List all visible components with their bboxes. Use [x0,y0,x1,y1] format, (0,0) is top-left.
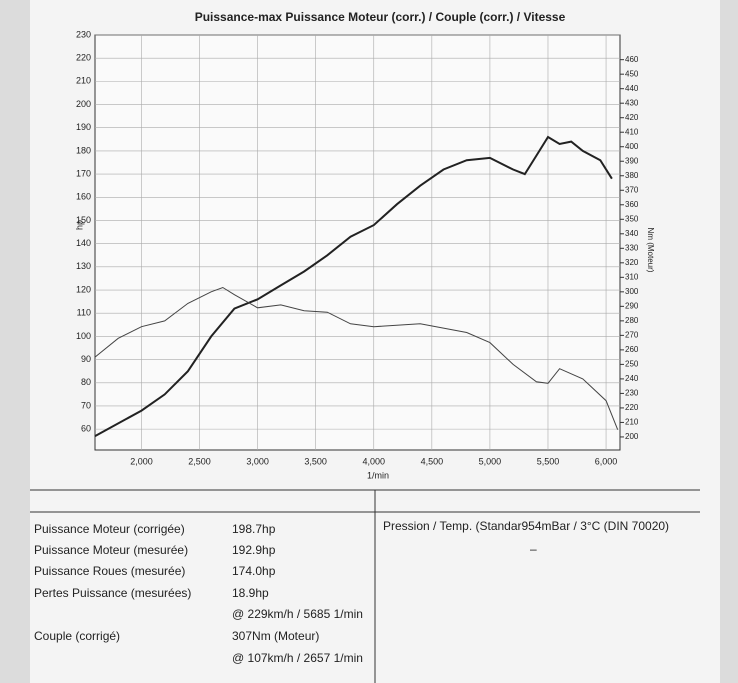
y2-tick-label: 440 [625,84,639,93]
y2-tick-label: 390 [625,156,639,165]
y2-tick-label: 200 [625,432,639,441]
result-value: 192.9hp [232,543,276,557]
pressure-label: Pression / Temp. (Standar954mBar / 3°C (… [383,519,669,533]
y-axis-label: hp [74,220,84,230]
y2-tick-label: 460 [625,55,639,64]
result-value: 307Nm (Moteur) [232,629,319,643]
y2-tick-label: 430 [625,98,639,107]
x-tick-label: 3,000 [246,456,269,466]
x-tick-label: 5,000 [479,456,502,466]
y2-tick-label: 290 [625,301,639,310]
y2-tick-label: 350 [625,214,639,223]
y-tick-label: 140 [76,238,91,248]
y-tick-label: 110 [77,308,91,318]
y-tick-label: 190 [76,122,91,132]
result-label: Couple (corrigé) [34,629,120,643]
result-label: Puissance Moteur (mesurée) [34,543,188,557]
result-label: Puissance Moteur (corrigée) [34,522,185,536]
x-tick-label: 4,000 [362,456,385,466]
curve [94,286,619,430]
x-axis-label: 1/min [367,470,389,480]
y2-tick-label: 220 [625,403,639,412]
y-tick-label: 70 [81,400,91,410]
y2-tick-label: 320 [625,258,639,267]
y2-tick-label: 360 [625,200,639,209]
y2-tick-label: 340 [625,229,639,238]
y2-tick-label: 410 [625,127,639,136]
y-tick-label: 200 [76,99,91,109]
y-tick-label: 160 [76,192,91,202]
result-value: 174.0hp [232,564,276,578]
result-label: Pertes Puissance (mesurées) [34,586,191,600]
y2-tick-label: 330 [625,243,639,252]
y2-tick-label: 250 [625,359,639,368]
y2-tick-label: 280 [625,316,639,325]
result-value: @ 107km/h / 2657 1/min [232,651,363,665]
y-tick-label: 210 [76,76,91,86]
y-tick-label: 60 [81,424,91,434]
y-tick-label: 170 [76,168,91,178]
y-tick-label: 120 [76,284,91,294]
y-tick-label: 150 [76,215,91,225]
y-tick-label: 80 [81,377,91,387]
x-tick-label: 4,500 [421,456,444,466]
result-value: 18.9hp [232,586,269,600]
y-tick-label: 90 [81,354,91,364]
x-tick-label: 2,500 [188,456,211,466]
y2-tick-label: 240 [625,374,639,383]
y-tick-label: 180 [76,145,91,155]
y2-axis-label: Nm (Moteur) [646,228,655,273]
x-tick-label: 5,500 [537,456,560,466]
x-tick-label: 2,000 [130,456,153,466]
y2-tick-label: 380 [625,171,639,180]
y2-tick-label: 420 [625,113,639,122]
result-label: Puissance Roues (mesurée) [34,564,185,578]
y2-tick-label: 450 [625,69,639,78]
x-tick-label: 3,500 [304,456,327,466]
curve [94,135,613,437]
pressure-value: – [530,542,537,556]
y-tick-label: 130 [76,261,91,271]
chart-title: Puissance-max Puissance Moteur (corr.) /… [195,10,566,24]
y2-tick-label: 370 [625,185,639,194]
y-tick-label: 100 [76,331,91,341]
plot-area [94,34,621,451]
y2-tick-label: 270 [625,330,639,339]
y2-tick-label: 260 [625,345,639,354]
y2-tick-label: 400 [625,142,639,151]
result-value: 198.7hp [232,522,276,536]
y2-tick-label: 230 [625,389,639,398]
y2-tick-label: 310 [625,272,639,281]
y-tick-label: 230 [76,29,91,39]
y2-tick-label: 210 [625,418,639,427]
result-value: @ 229km/h / 5685 1/min [232,607,363,621]
x-tick-label: 6,000 [595,456,618,466]
y-tick-label: 220 [76,53,91,63]
y2-tick-label: 300 [625,287,639,296]
